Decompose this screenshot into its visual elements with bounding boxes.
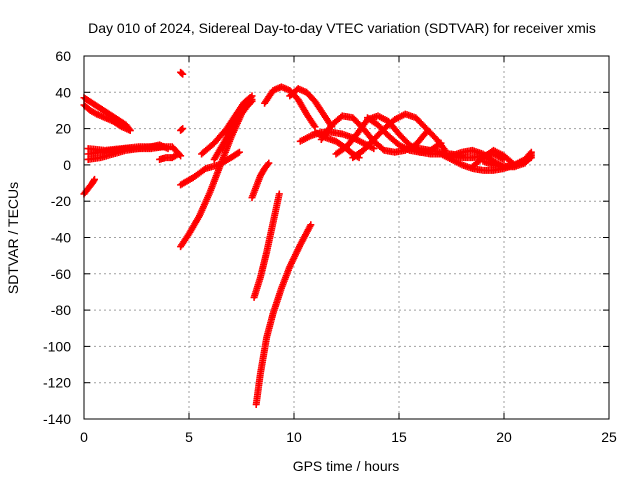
- data-point: [264, 160, 272, 168]
- data-point: [307, 221, 315, 229]
- data-point: [178, 126, 186, 134]
- tick-labels: 0 5 10 15 20 25 -140 -120 -100 -80 -60 -40 -20 0 20 40 6…: [43, 48, 617, 445]
- data-point: [421, 130, 429, 138]
- series-arc-ad: [479, 154, 535, 171]
- series-arc-f: [84, 141, 172, 158]
- series-arc-k: [177, 148, 243, 189]
- y-tick-label: -40: [51, 230, 71, 246]
- x-axis-label: GPS time / hours: [293, 458, 400, 474]
- y-tick-label: -140: [43, 411, 71, 427]
- data-point: [234, 149, 242, 157]
- chart-title: Day 010 of 2024, Sidereal Day-to-day VTE…: [88, 20, 596, 36]
- data-point: [265, 159, 273, 167]
- series-arc-g: [156, 150, 182, 163]
- y-tick-label: -120: [43, 375, 71, 391]
- x-tick-label: 25: [601, 429, 617, 445]
- series-arc-o: [248, 159, 273, 202]
- data-points: [80, 68, 535, 408]
- y-tick-label: 60: [55, 48, 71, 64]
- x-tick-label: 0: [80, 429, 88, 445]
- y-tick-label: -100: [43, 338, 71, 354]
- series-arc-s: [286, 85, 336, 131]
- series-arc-c: [80, 175, 98, 198]
- x-tick-label: 20: [496, 429, 512, 445]
- data-point: [248, 97, 256, 105]
- series-arc-r: [261, 83, 319, 131]
- grid-lines: [84, 56, 609, 419]
- y-tick-label: -60: [51, 266, 71, 282]
- y-tick-label: 0: [63, 157, 71, 173]
- data-point: [178, 69, 186, 77]
- x-tick-label: 5: [185, 429, 193, 445]
- data-point: [91, 175, 98, 183]
- y-tick-label: -20: [51, 193, 71, 209]
- data-point: [247, 99, 255, 107]
- data-point: [179, 125, 187, 133]
- y-tick-label: 40: [55, 84, 71, 100]
- x-tick-label: 10: [286, 429, 302, 445]
- data-point: [179, 70, 187, 78]
- y-axis-label: SDTVAR / TECUs: [5, 182, 21, 294]
- data-point: [275, 190, 283, 198]
- data-point: [164, 145, 172, 153]
- data-point: [370, 145, 378, 153]
- series-arc-p: [250, 190, 283, 301]
- axis-ticks: [83, 55, 610, 420]
- series-arc-h: [177, 68, 187, 78]
- data-point: [527, 154, 535, 162]
- series-arc-i: [177, 125, 187, 134]
- data-point: [126, 126, 134, 134]
- x-tick-label: 15: [391, 429, 407, 445]
- y-tick-label: 20: [55, 121, 71, 137]
- data-point: [175, 150, 182, 158]
- y-tick-label: -80: [51, 302, 71, 318]
- series-arc-q: [252, 221, 315, 408]
- series-arc-x: [349, 110, 449, 162]
- series-arc-n: [219, 97, 256, 153]
- data-point: [235, 148, 243, 156]
